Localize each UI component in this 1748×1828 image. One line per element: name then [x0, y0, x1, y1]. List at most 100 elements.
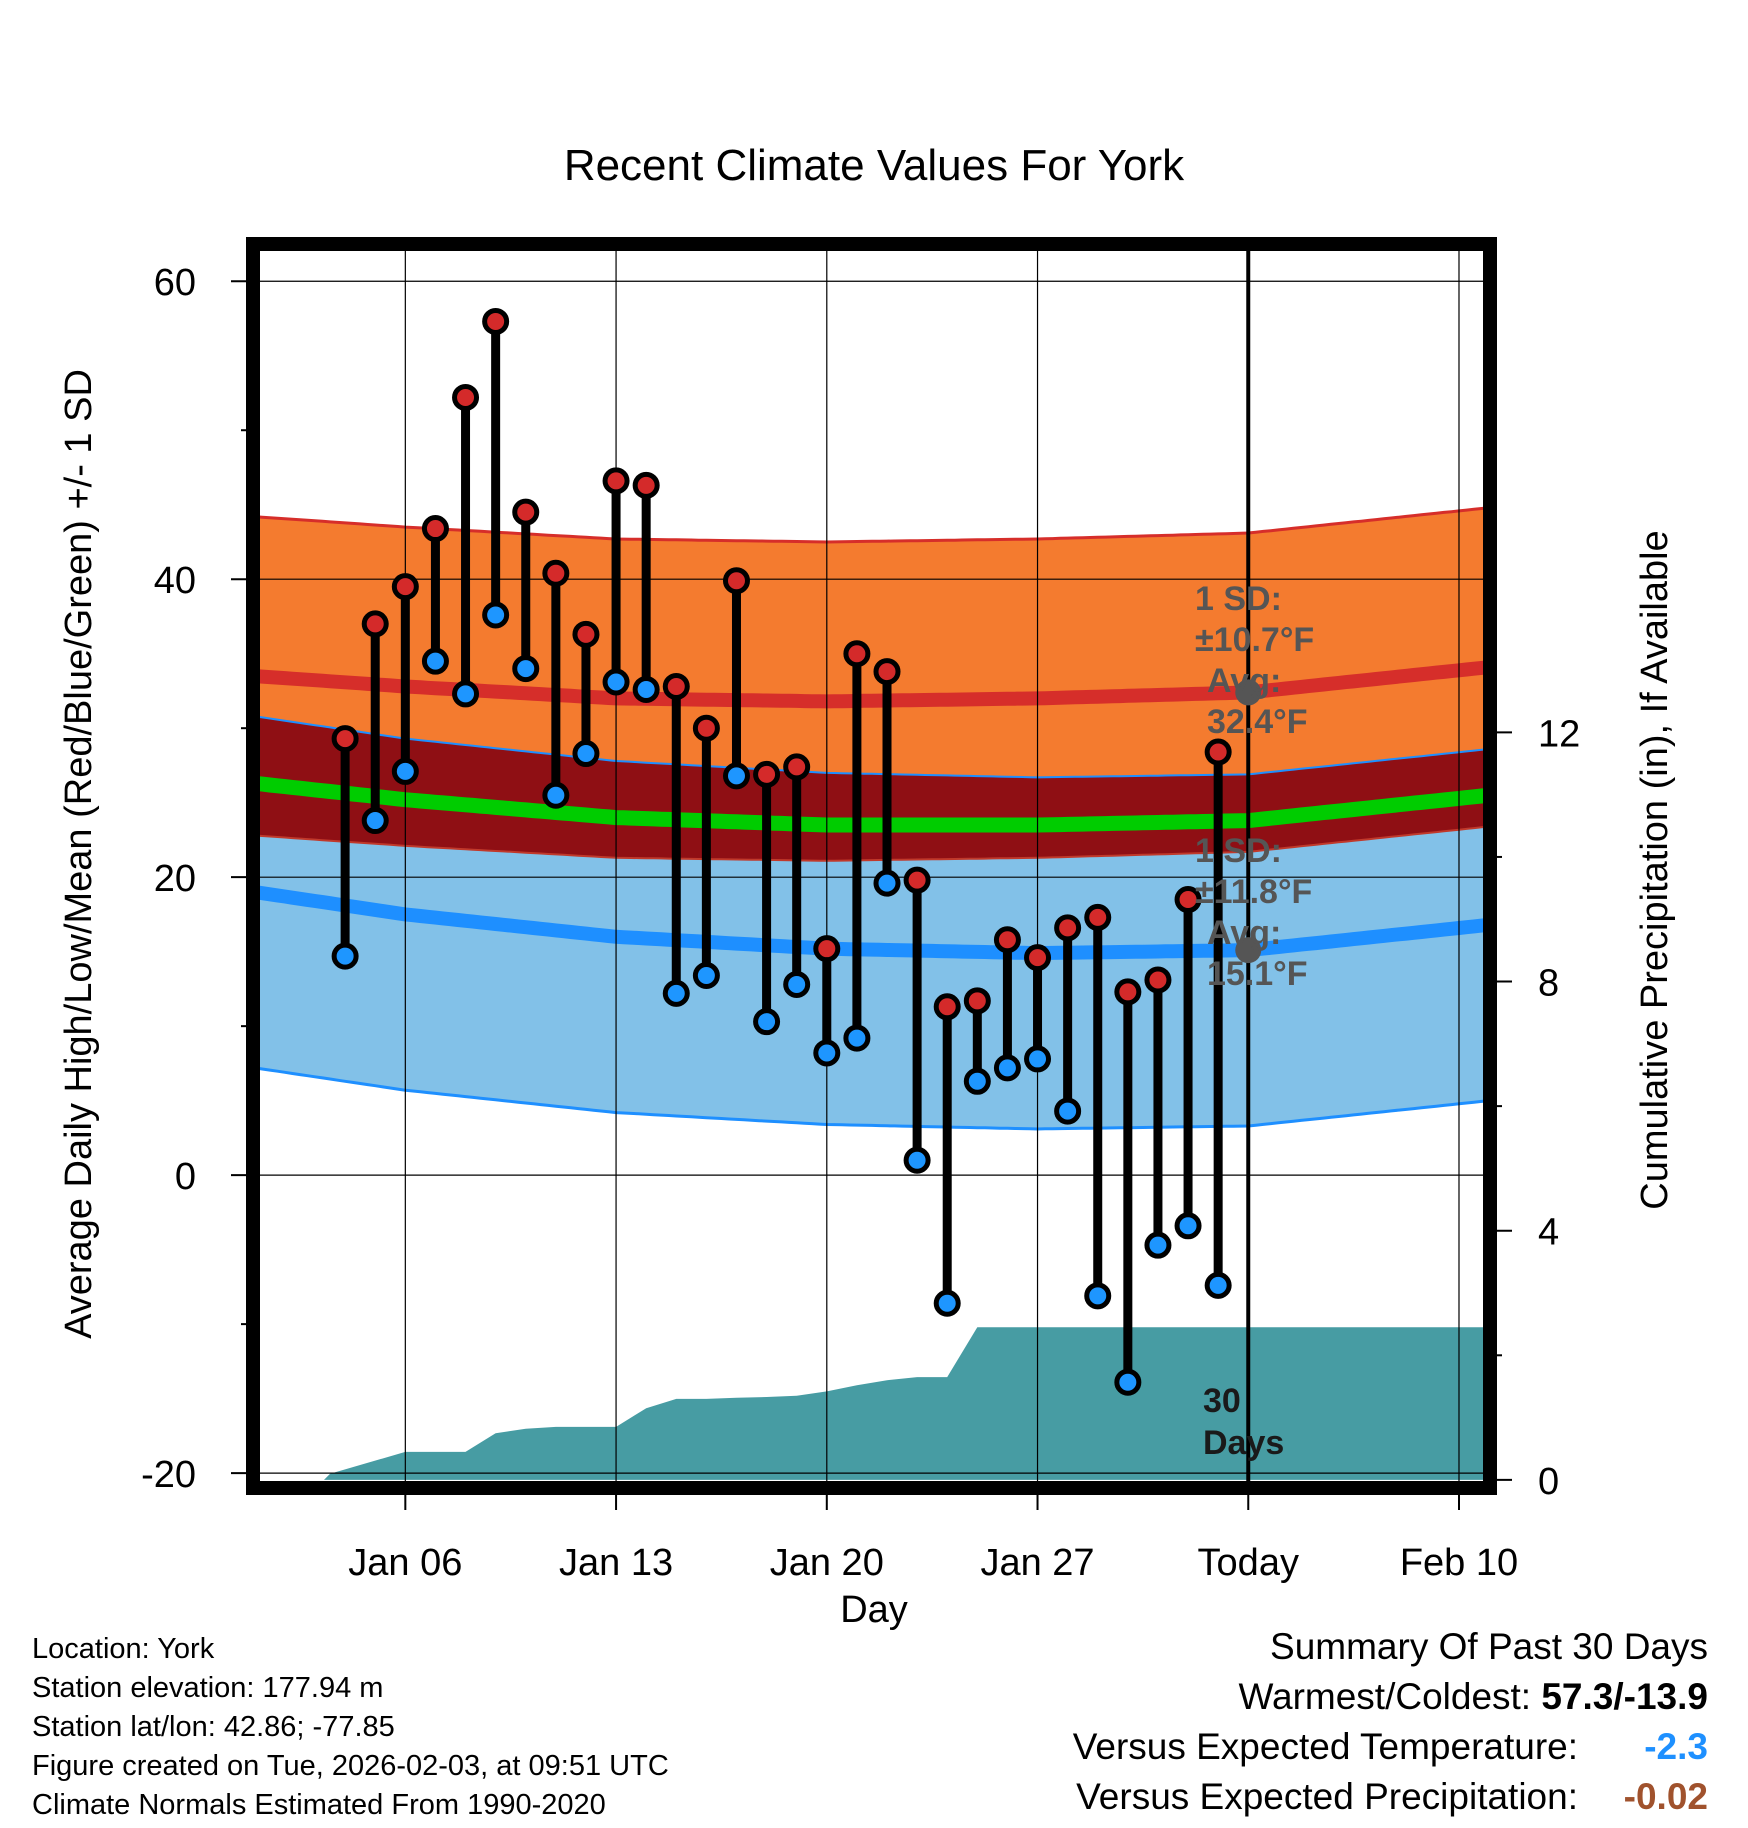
daily-high-point	[331, 725, 359, 753]
daily-low-point	[963, 1067, 991, 1095]
daily-low-point	[452, 680, 480, 708]
daily-low-point	[1174, 1212, 1202, 1240]
high-lower-edge	[254, 825, 1490, 862]
low-normal-annotation-line: 15.1°F	[1207, 955, 1308, 993]
summary-heading: Summary Of Past 30 Days	[1270, 1626, 1708, 1667]
temp-anomaly-label: Versus Expected Temperature:	[1072, 1726, 1578, 1767]
daily-low-point	[692, 962, 720, 990]
cumulative-precip-area	[254, 1327, 1490, 1480]
daily-high-point	[993, 926, 1021, 954]
low-normal-annotation: 1 SD: ±11.8°F Avg: 15.1°F	[1195, 832, 1312, 993]
daily-high-point	[421, 515, 449, 543]
daily-high-point	[361, 610, 389, 638]
daily-low-point	[512, 655, 540, 683]
precip-anomaly-value: -0.02	[1623, 1776, 1708, 1817]
plot-area: 1 SD: ±10.7°F Avg: 32.4°F 1 SD: ±11.8°F Avg: 15…	[141, 237, 1580, 1584]
daily-low-point	[783, 970, 811, 998]
y-tick-label: 60	[154, 262, 196, 304]
low-upper-edge	[254, 715, 1490, 779]
low-normal-annotation-line: ±11.8°F	[1195, 873, 1312, 911]
normals-text: Climate Normals Estimated From 1990-2020	[32, 1789, 606, 1821]
x-tick-label: Feb 10	[1400, 1542, 1518, 1584]
x-tick-label: Jan 27	[980, 1542, 1094, 1584]
daily-high-point	[873, 658, 901, 686]
x-axis-label: Day	[840, 1589, 908, 1631]
daily-low-point	[542, 781, 570, 809]
daily-high-point	[753, 760, 781, 788]
daily-high-point	[813, 935, 841, 963]
daily-high-point	[843, 640, 871, 668]
y2-axis-label: Cumulative Precipitation (in), If Availa…	[1634, 530, 1676, 1209]
daily-low-point	[1024, 1045, 1052, 1073]
plot-frame	[246, 237, 1497, 1495]
daily-low-point	[843, 1024, 871, 1052]
precip-anomaly-label: Versus Expected Precipitation:	[1076, 1776, 1578, 1817]
daily-high-point	[632, 471, 660, 499]
high-normal-annotation-line: 32.4°F	[1207, 703, 1308, 741]
daily-high-point	[662, 672, 690, 700]
daily-high-point	[512, 498, 540, 526]
y-tick-label: 40	[154, 560, 196, 602]
daily-high-point	[1174, 886, 1202, 914]
x-tick-label: Jan 13	[559, 1542, 673, 1584]
daily-low-point	[933, 1289, 961, 1317]
daily-low-point	[391, 757, 419, 785]
daily-low-point	[993, 1054, 1021, 1082]
chart-title: Recent Climate Values For York	[564, 141, 1185, 190]
daily-high-point	[1024, 944, 1052, 972]
days-window-annotation-line: 30	[1203, 1382, 1241, 1420]
daily-low-point	[662, 979, 690, 1007]
high-normal-annotation-line: ±10.7°F	[1195, 621, 1314, 659]
daily-low-point	[753, 1008, 781, 1036]
warm-cold-label: Warmest/Coldest:	[1238, 1676, 1532, 1717]
daily-high-point	[482, 307, 510, 335]
daily-low-point	[1084, 1282, 1112, 1310]
daily-low-point	[1114, 1368, 1142, 1396]
daily-high-point	[1084, 903, 1112, 931]
daily-low-point	[873, 869, 901, 897]
summary-panel: Summary Of Past 30 Days Warmest/Coldest:…	[1073, 1622, 1708, 1822]
daily-low-point	[482, 601, 510, 629]
daily-high-point	[1144, 966, 1172, 994]
summary-precip: Versus Expected Precipitation: -0.02	[1073, 1772, 1708, 1822]
daily-high-point	[963, 987, 991, 1015]
daily-high-point	[722, 567, 750, 595]
daily-high-point	[692, 714, 720, 742]
daily-high-point	[602, 467, 630, 495]
daily-high-point	[452, 383, 480, 411]
x-tick-label: Jan 20	[770, 1542, 884, 1584]
high-avg-marker	[1235, 679, 1262, 706]
location-text: Location: York	[32, 1633, 215, 1665]
daily-low-point	[572, 740, 600, 768]
daily-high-point	[391, 573, 419, 601]
days-window-annotation: 30 Days	[1203, 1382, 1284, 1462]
daily-low-point	[602, 668, 630, 696]
daily-low-point	[722, 762, 750, 790]
elevation-text: Station elevation: 177.94 m	[32, 1672, 384, 1704]
normal-mean-line	[254, 775, 1490, 833]
y2-tick-label: 8	[1538, 963, 1559, 1005]
x-tick-label: Jan 06	[348, 1542, 462, 1584]
high-normal-annotation-line: 1 SD:	[1195, 580, 1282, 618]
summary-temp: Versus Expected Temperature: -2.3	[1073, 1722, 1708, 1772]
temp-anomaly-value: -2.3	[1644, 1726, 1708, 1767]
daily-low-point	[361, 807, 389, 835]
y2-tick-label: 0	[1538, 1461, 1559, 1503]
x-tick-label: Today	[1198, 1542, 1299, 1584]
daily-low-point	[903, 1146, 931, 1174]
station-info: Location: York Station elevation: 177.94…	[32, 1630, 669, 1825]
daily-low-point	[813, 1039, 841, 1067]
high-upper-edge	[254, 506, 1490, 544]
daily-low-point	[1204, 1271, 1232, 1299]
daily-high-point	[933, 993, 961, 1021]
summary-warm-cold: Warmest/Coldest: 57.3/-13.9	[1073, 1672, 1708, 1722]
y2-tick-label: 4	[1538, 1212, 1559, 1254]
daily-low-point	[1054, 1097, 1082, 1125]
y-tick-label: 20	[154, 858, 196, 900]
days-window-annotation-line: Days	[1203, 1424, 1284, 1462]
daily-low-point	[1144, 1231, 1172, 1259]
low-normal-annotation-line: 1 SD:	[1195, 832, 1282, 870]
low-lower-edge	[254, 1066, 1490, 1131]
high-normal-annotation: 1 SD: ±10.7°F Avg: 32.4°F	[1195, 580, 1314, 741]
